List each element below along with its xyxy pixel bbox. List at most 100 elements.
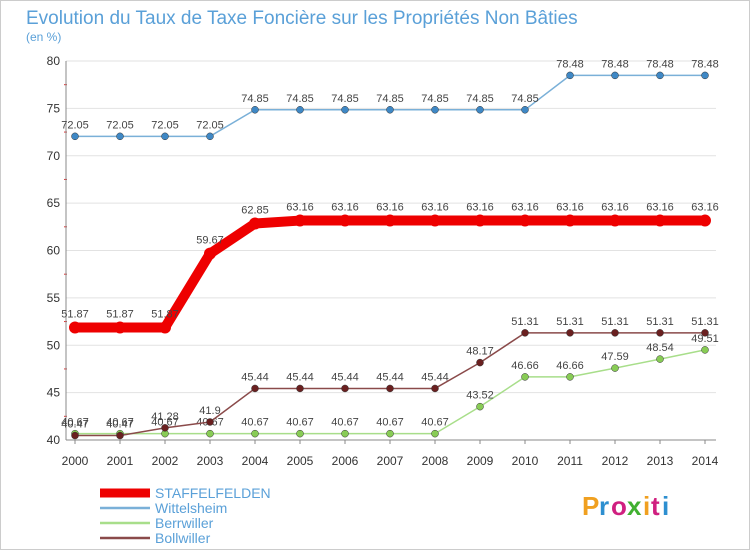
legend: STAFFELFELDENWittelsheimBerrwillerBollwi…	[100, 485, 271, 546]
data-point-berrwiller	[566, 373, 574, 381]
x-tick-label: 2012	[602, 454, 629, 468]
data-label-staffelfelden: 63.16	[286, 202, 314, 214]
data-point-staffelfelden	[474, 214, 486, 227]
data-point-wittelsheim	[431, 106, 439, 114]
data-label-bollwiller: 51.31	[556, 316, 584, 328]
data-point-wittelsheim	[296, 106, 304, 114]
data-point-wittelsheim	[161, 132, 169, 141]
series-wittelsheim: 72.05 72.05 72.05 72.05 74.85 74.85 74.85 74.85…	[61, 58, 719, 141]
data-label-bollwiller: 45.44	[331, 371, 359, 383]
data-label-bollwiller: 51.31	[511, 316, 539, 328]
data-label-staffelfelden: 51.87	[106, 309, 134, 321]
data-label-berrwiller: 40.67	[421, 417, 449, 429]
legend-label-bollwiller: Bollwiller	[155, 530, 211, 546]
data-label-staffelfelden: 63.16	[601, 202, 629, 214]
data-label-berrwiller: 47.59	[601, 351, 629, 363]
data-label-wittelsheim: 78.48	[691, 58, 719, 70]
series-bollwiller: 40.47 40.47 41.28 41.9 45.44 45.44 45.44 45.44 4…	[61, 316, 719, 440]
x-tick-label: 2006	[332, 454, 359, 468]
data-label-bollwiller: 41.28	[151, 411, 179, 423]
data-label-staffelfelden: 51.87	[61, 309, 89, 321]
data-point-berrwiller	[251, 429, 259, 438]
data-label-berrwiller: 43.52	[466, 390, 494, 402]
data-point-staffelfelden	[654, 214, 666, 227]
data-point-bollwiller	[701, 329, 709, 337]
data-label-berrwiller: 48.54	[646, 342, 674, 354]
legend-label-berrwiller: Berrwiller	[155, 515, 214, 531]
data-label-bollwiller: 41.9	[199, 405, 220, 417]
logo-letter: t	[651, 491, 660, 521]
data-label-staffelfelden: 63.16	[556, 202, 584, 214]
y-tick-label: 75	[47, 101, 61, 115]
data-point-wittelsheim	[656, 71, 664, 80]
y-tick-label: 55	[47, 291, 61, 305]
data-point-staffelfelden	[69, 321, 81, 334]
data-point-bollwiller	[251, 384, 259, 393]
data-label-wittelsheim: 74.85	[421, 93, 449, 105]
data-label-wittelsheim: 74.85	[286, 93, 314, 105]
y-tick-label: 40	[47, 433, 61, 447]
data-point-staffelfelden	[159, 321, 171, 334]
data-label-berrwiller: 40.67	[61, 417, 89, 429]
data-point-wittelsheim	[611, 71, 619, 80]
logo-letter: r	[599, 491, 609, 521]
data-point-bollwiller	[386, 384, 394, 393]
data-label-wittelsheim: 72.05	[106, 119, 134, 131]
data-point-berrwiller	[611, 364, 619, 372]
data-point-wittelsheim	[71, 132, 79, 141]
data-label-wittelsheim: 74.85	[241, 93, 269, 105]
data-label-berrwiller: 40.67	[151, 417, 179, 429]
data-point-berrwiller	[296, 429, 304, 438]
data-point-bollwiller	[116, 431, 124, 440]
data-label-wittelsheim: 74.85	[511, 93, 539, 105]
data-point-wittelsheim	[341, 106, 349, 114]
data-label-staffelfelden: 63.16	[646, 202, 674, 214]
logo-letter: x	[627, 491, 642, 521]
data-point-wittelsheim	[116, 132, 124, 141]
data-point-staffelfelden	[204, 247, 216, 260]
data-point-staffelfelden	[699, 214, 711, 227]
data-point-staffelfelden	[294, 214, 306, 227]
data-point-bollwiller	[476, 358, 484, 367]
x-tick-label: 2005	[287, 454, 314, 468]
data-label-wittelsheim: 78.48	[556, 58, 584, 70]
data-point-staffelfelden	[339, 214, 351, 227]
y-tick-label: 45	[47, 386, 61, 400]
data-point-bollwiller	[161, 424, 169, 432]
data-label-staffelfelden: 62.85	[241, 204, 269, 216]
data-label-berrwiller: 40.67	[106, 417, 134, 429]
data-point-bollwiller	[71, 431, 79, 440]
data-label-staffelfelden: 59.67	[196, 235, 224, 247]
data-label-bollwiller: 45.44	[286, 371, 314, 383]
data-label-bollwiller: 45.44	[241, 371, 269, 383]
data-point-wittelsheim	[386, 106, 394, 114]
data-label-wittelsheim: 74.85	[331, 93, 359, 105]
data-point-berrwiller	[701, 346, 709, 354]
x-tick-label: 2010	[512, 454, 539, 468]
data-point-bollwiller	[566, 329, 574, 337]
x-tick-label: 2001	[107, 454, 134, 468]
data-label-wittelsheim: 72.05	[61, 119, 89, 131]
data-label-staffelfelden: 63.16	[691, 202, 719, 214]
data-label-wittelsheim: 72.05	[151, 119, 179, 131]
plot-area: 40 45 50 55 60 65 70 75 80 2000 2001 2002 2003 2004 20…	[47, 54, 719, 468]
data-point-bollwiller	[431, 384, 439, 393]
data-point-berrwiller	[656, 355, 664, 363]
y-tick-label: 65	[47, 196, 61, 210]
data-point-wittelsheim	[251, 106, 259, 114]
data-label-staffelfelden: 63.16	[331, 202, 359, 214]
data-point-wittelsheim	[476, 106, 484, 114]
data-label-bollwiller: 51.31	[646, 316, 674, 328]
data-label-wittelsheim: 74.85	[376, 93, 404, 105]
x-tick-label: 2014	[692, 454, 719, 468]
data-point-berrwiller	[476, 402, 484, 411]
data-label-bollwiller: 51.31	[691, 316, 719, 328]
y-tick-label: 50	[47, 338, 61, 352]
data-point-staffelfelden	[519, 214, 531, 227]
data-point-wittelsheim	[206, 132, 214, 141]
legend-label-staffelfelden: STAFFELFELDEN	[155, 485, 271, 501]
data-label-berrwiller: 40.67	[331, 417, 359, 429]
data-label-berrwiller: 46.66	[556, 360, 584, 372]
logo-letter: i	[662, 491, 669, 521]
